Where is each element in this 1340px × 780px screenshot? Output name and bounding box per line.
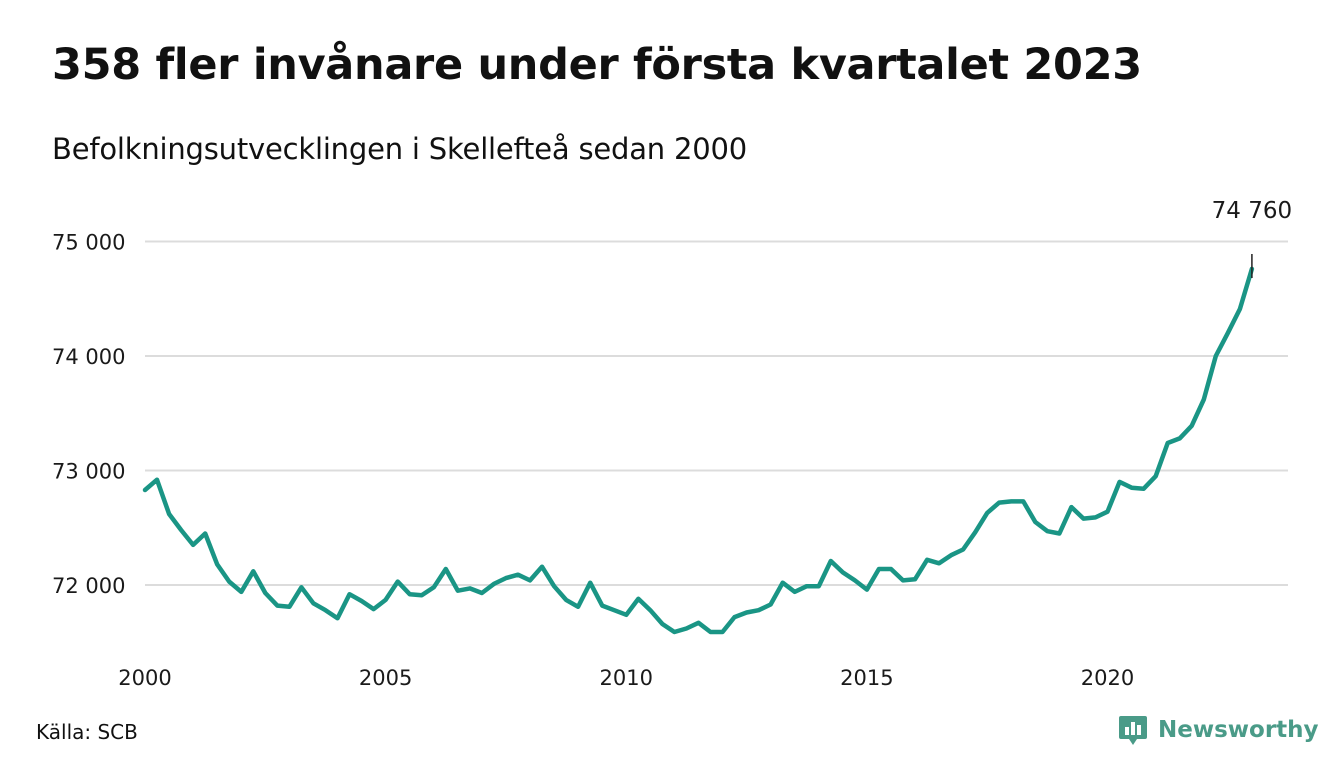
- x-tick-label: 2015: [840, 666, 893, 690]
- brand-logo: Newsworthy: [1118, 714, 1319, 746]
- end-value-label: 74 760: [1212, 198, 1292, 224]
- source-note: Källa: SCB: [36, 720, 138, 744]
- series-layer: [142, 266, 1255, 635]
- x-axis-ticks: 2000 2005 2010 2015 2020: [118, 666, 1134, 690]
- newsworthy-bar-chart-logo-icon: [1119, 716, 1147, 745]
- x-tick-label: 2010: [600, 666, 653, 690]
- y-tick-label: 73 000: [52, 459, 125, 483]
- series-line: [142, 266, 1255, 635]
- chart-subtitle: Befolkningsutvecklingen i Skellefteå sed…: [52, 132, 747, 166]
- x-tick-label: 2020: [1081, 666, 1134, 690]
- x-tick-label: 2005: [359, 666, 412, 690]
- gridlines: [145, 240, 1288, 587]
- end-annotation: 74 760: [1212, 198, 1292, 278]
- brand-name: Newsworthy: [1158, 717, 1319, 743]
- chart-title: 358 fler invånare under första kvartalet…: [52, 40, 1142, 90]
- y-tick-label: 74 000: [52, 345, 125, 369]
- y-tick-label: 75 000: [52, 230, 125, 254]
- x-tick-label: 2000: [118, 666, 171, 690]
- y-axis-ticks: 72 000 73 000 74 000 75 000: [52, 230, 125, 598]
- y-tick-label: 72 000: [52, 574, 125, 598]
